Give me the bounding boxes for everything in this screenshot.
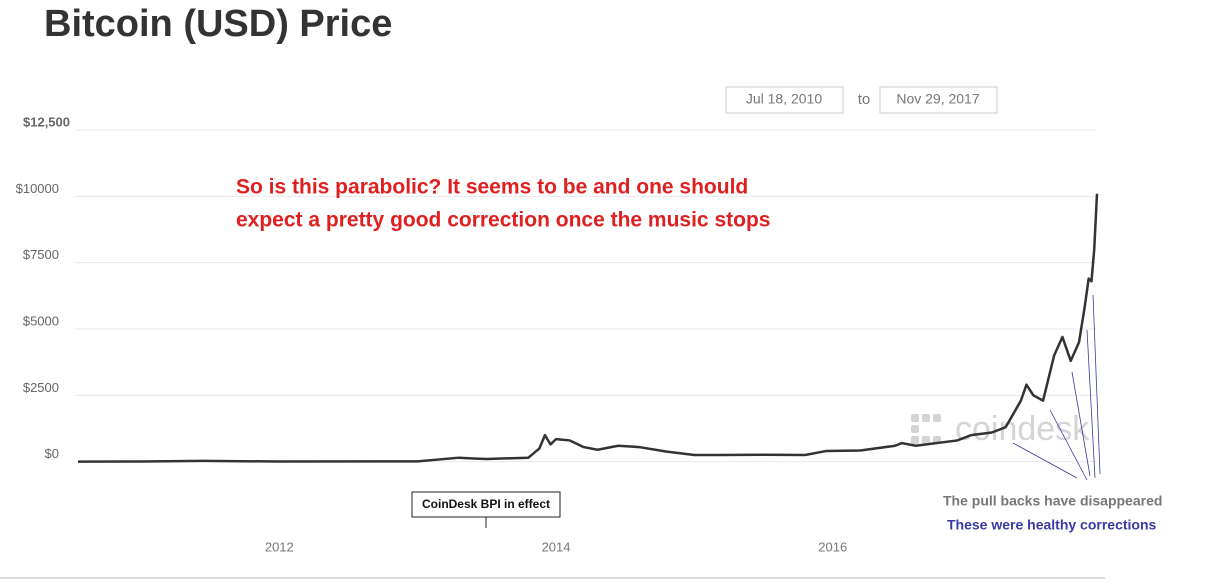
date-to: Nov 29, 2017 [896, 91, 979, 107]
grid: $0 $2500 $5000 $7500 $10000 $12,500 2012 2014 20… [16, 114, 1097, 554]
annotation: So is this parabolic? It seems to be and… [236, 176, 748, 199]
note: The pull backs have disappeared [943, 493, 1162, 509]
page-title: Bitcoin (USD) Price [44, 3, 392, 45]
y-tick-label: $10000 [16, 181, 59, 196]
y-tick-label: $2500 [23, 380, 59, 395]
x-tick-label: 2014 [542, 539, 571, 554]
watermark-icon [911, 414, 941, 444]
x-tick-label: 2016 [818, 539, 847, 554]
marker-label: CoinDesk BPI in effect [422, 497, 550, 511]
annotation: expect a pretty good correction once the… [236, 209, 770, 232]
y-tick-label: $5000 [23, 313, 59, 328]
annotation-lines [1012, 294, 1101, 481]
date-to-box[interactable] [879, 86, 998, 114]
x-tick-label: 2012 [265, 539, 294, 554]
y-tick-label: $0 [45, 446, 59, 461]
y-tick-label: $12,500 [23, 114, 70, 129]
date-from-box[interactable] [725, 86, 844, 114]
marker-box [411, 491, 561, 518]
date-from: Jul 18, 2010 [746, 91, 822, 107]
y-tick-label: $7500 [23, 247, 59, 262]
plot [77, 193, 1099, 463]
note: These were healthy corrections [947, 517, 1157, 533]
watermark: coindesk [955, 410, 1090, 448]
price-line [77, 193, 1099, 463]
date-separator: to [858, 91, 871, 108]
